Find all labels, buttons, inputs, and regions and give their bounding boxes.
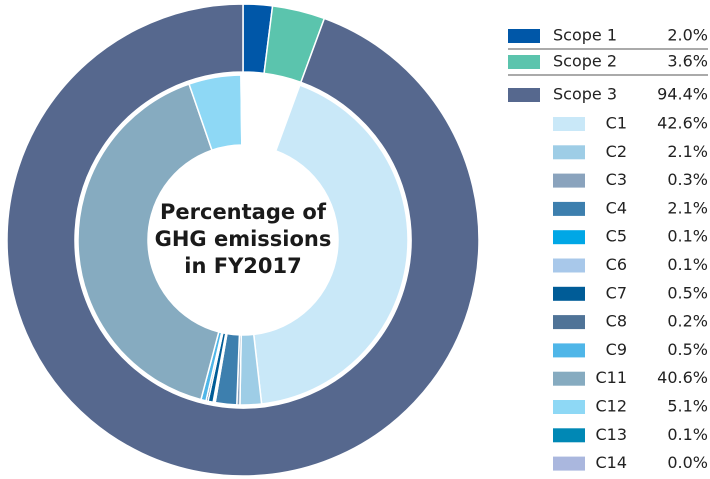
ring-segment [252, 84, 409, 405]
legend-value: 0.2% [667, 312, 708, 331]
legend-label: C5 [606, 227, 627, 246]
legend-label: C12 [595, 397, 627, 416]
legend-swatch [508, 55, 540, 69]
legend-swatch [553, 371, 585, 386]
legend-label: C3 [606, 170, 627, 189]
legend-swatch [553, 428, 585, 443]
ring-segment [77, 83, 220, 401]
center-title: Percentage of [160, 200, 327, 224]
legend-label: Scope 2 [553, 52, 617, 71]
legend-swatch [553, 201, 585, 216]
legend-value: 2.1% [667, 198, 708, 217]
legend-swatch [553, 258, 585, 273]
legend-swatch [553, 343, 585, 358]
legend-label: C2 [606, 142, 627, 161]
legend-value: 40.6% [657, 368, 708, 387]
legend-swatch [553, 400, 585, 414]
legend-label: C7 [606, 283, 627, 302]
legend-value: 2.0% [667, 26, 708, 45]
legend-label: C8 [606, 312, 627, 331]
legend-label: C11 [595, 368, 627, 387]
legend-value: 0.1% [667, 227, 708, 246]
legend-swatch [553, 456, 585, 471]
legend-value: 0.0% [667, 453, 708, 472]
ring-segment [6, 3, 480, 477]
legend-value: 0.3% [667, 170, 708, 189]
legend-label: C6 [606, 255, 627, 274]
legend-swatch [508, 88, 540, 102]
legend-label: C1 [606, 114, 627, 133]
center-title: GHG emissions [155, 227, 332, 251]
legend-value: 0.5% [667, 283, 708, 302]
legend-value: 0.5% [667, 340, 708, 359]
legend-label: Scope 3 [553, 85, 617, 104]
legend-swatch [508, 29, 540, 43]
legend-label: C9 [606, 340, 627, 359]
legend-value: 3.6% [667, 52, 708, 71]
legend-label: C14 [595, 453, 627, 472]
legend-swatch [553, 145, 585, 160]
legend-swatch [553, 286, 585, 301]
legend-swatch [553, 173, 585, 188]
legend-swatch [553, 315, 585, 330]
legend-swatch [553, 117, 585, 131]
legend-label: Scope 1 [553, 26, 617, 45]
legend-swatch [553, 230, 585, 245]
legend-value: 94.4% [657, 85, 708, 104]
legend-label: C4 [606, 198, 627, 217]
legend-label: C13 [595, 425, 627, 444]
center-title: in FY2017 [184, 254, 301, 278]
legend-value: 2.1% [667, 142, 708, 161]
legend-value: 0.1% [667, 425, 708, 444]
legend-value: 42.6% [657, 114, 708, 133]
legend-value: 5.1% [667, 397, 708, 416]
legend-value: 0.1% [667, 255, 708, 274]
